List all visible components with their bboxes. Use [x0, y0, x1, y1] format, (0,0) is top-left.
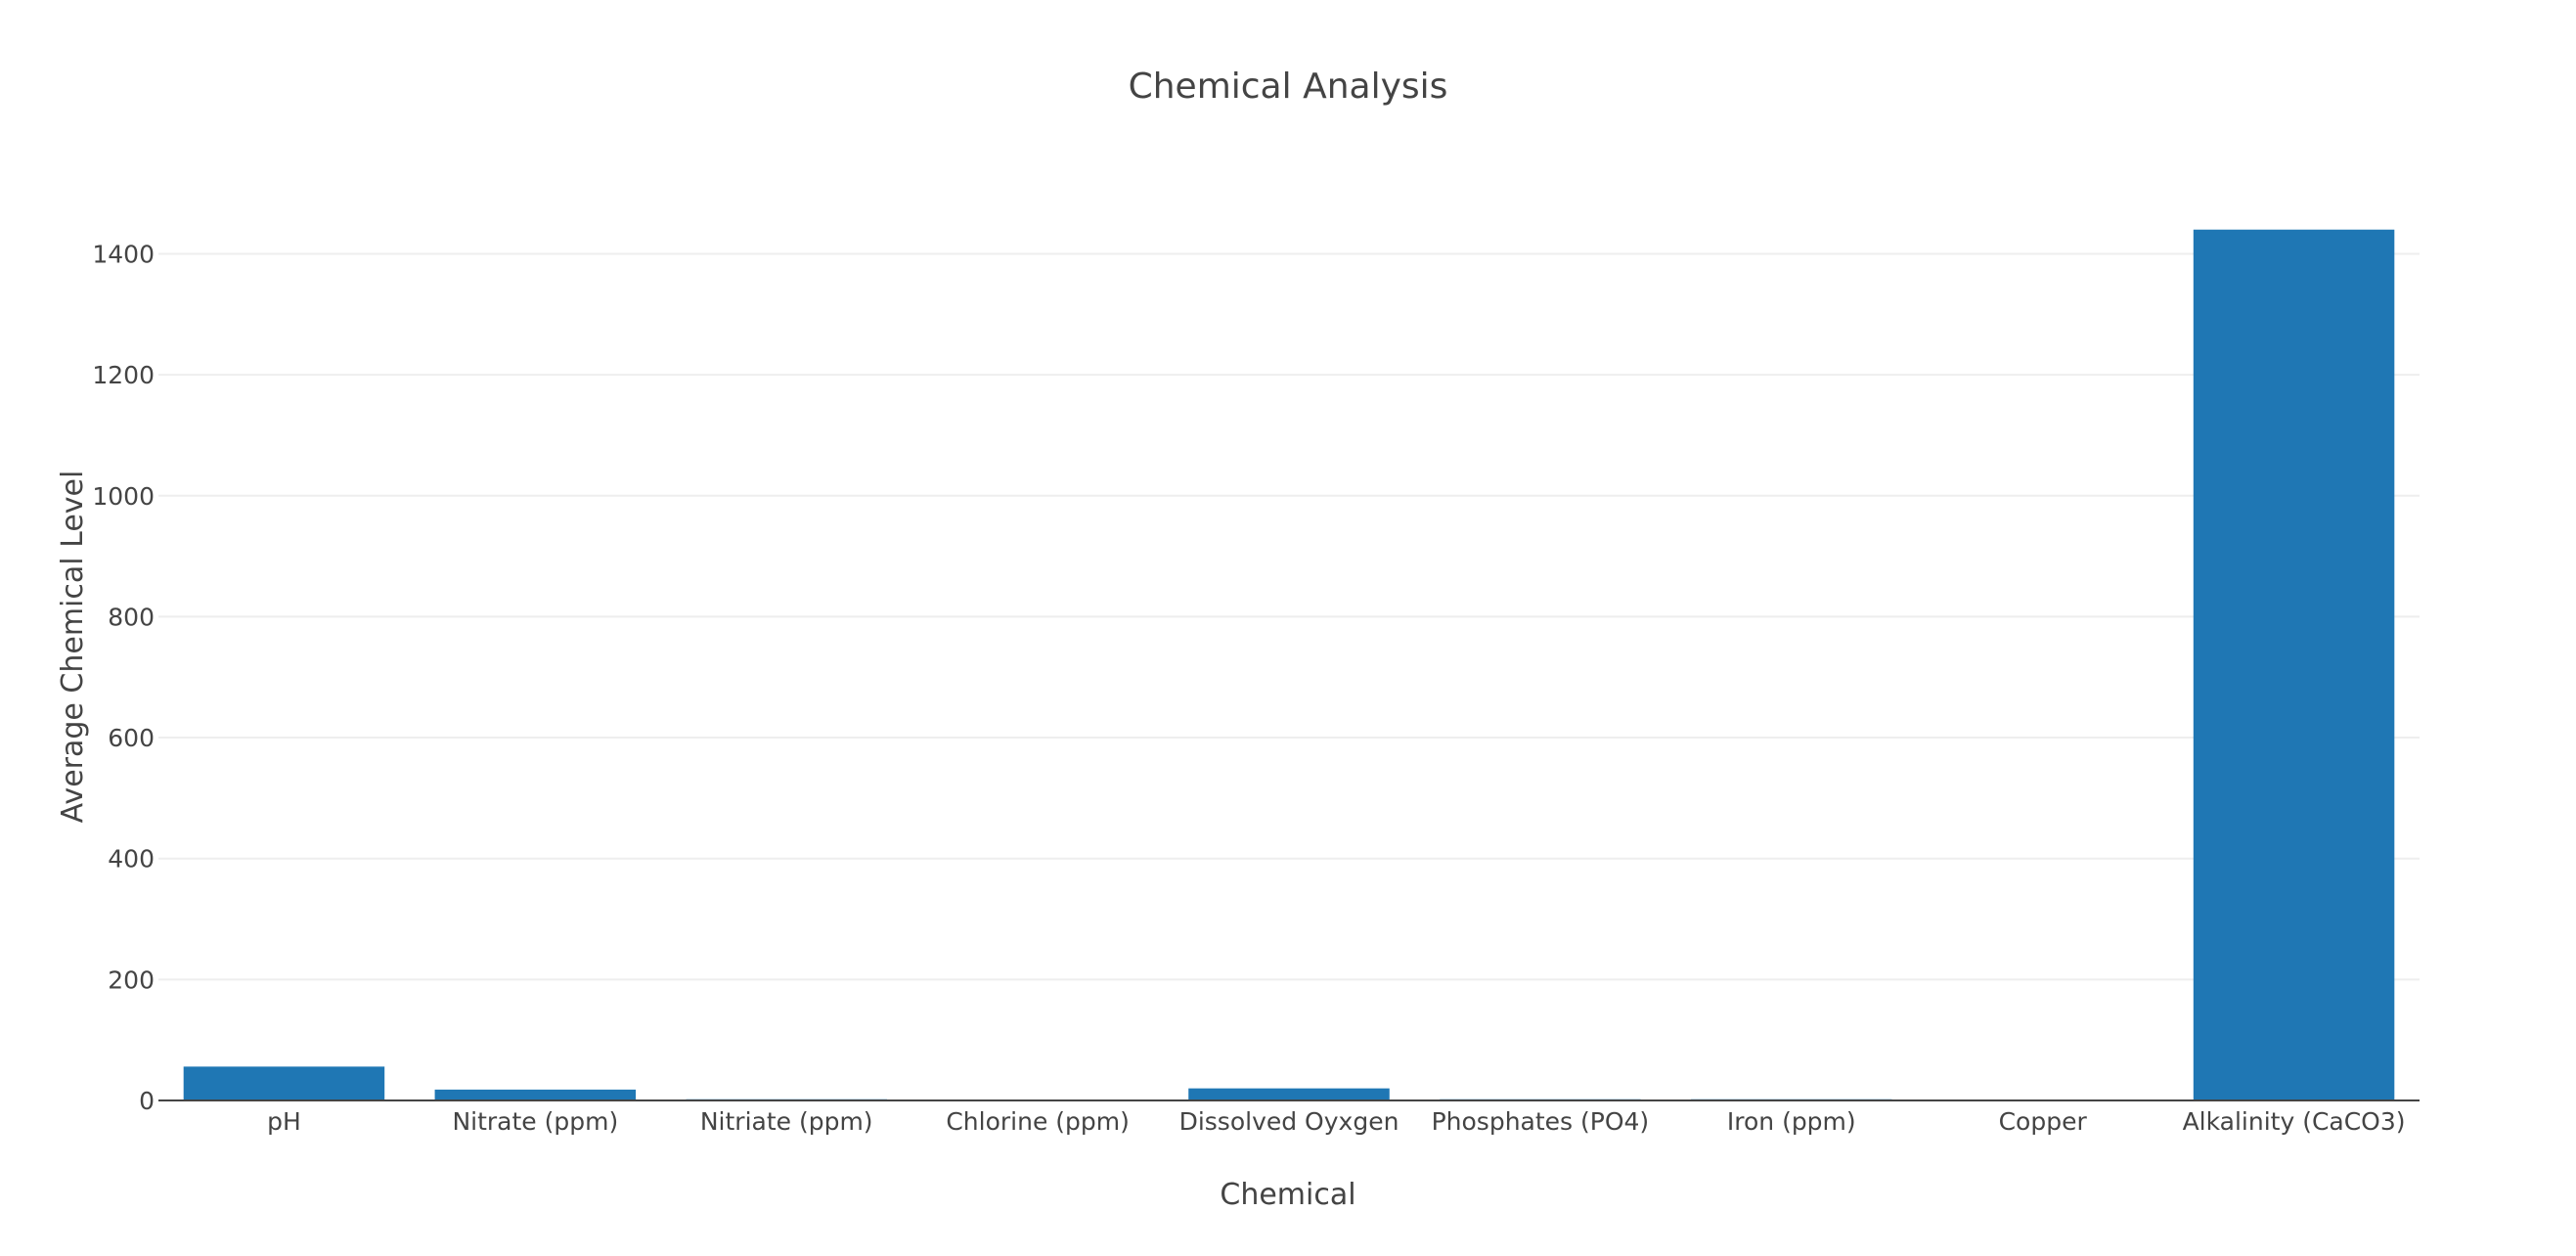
x-tick-label: Copper: [1999, 1107, 2088, 1136]
chart-title: Chemical Analysis: [1129, 67, 1448, 107]
x-tick-label: Iron (ppm): [1727, 1107, 1856, 1136]
x-tick-labels: pH Nitrate (ppm) Nitriate (ppm) Chlorine (p…: [267, 1107, 2405, 1136]
bar[interactable]: [2193, 229, 2395, 1100]
y-tick-label: 800: [108, 603, 155, 631]
y-tick-label: 1400: [92, 240, 155, 268]
x-tick-label: Chlorine (ppm): [946, 1107, 1130, 1136]
y-tick-label: 400: [108, 845, 155, 874]
x-tick-label: Nitriate (ppm): [700, 1107, 873, 1136]
bar[interactable]: [1188, 1088, 1390, 1100]
y-tick-label: 1200: [92, 361, 155, 389]
bar-layer: [183, 229, 2395, 1100]
y-tick-label: 600: [108, 724, 155, 752]
x-axis-title: Chemical: [1220, 1178, 1355, 1212]
bar[interactable]: [434, 1089, 637, 1100]
x-tick-label: Dissolved Oyxgen: [1179, 1107, 1399, 1136]
bar[interactable]: [183, 1066, 385, 1100]
y-tick-label: 0: [139, 1087, 155, 1115]
x-tick-label: Nitrate (ppm): [452, 1107, 618, 1136]
x-tick-label: Phosphates (PO4): [1432, 1107, 1650, 1136]
y-tick-label: 200: [108, 965, 155, 994]
y-tick-labels: 0 200 400 600 800 1000 1200 1400: [92, 240, 155, 1115]
y-axis-title: Average Chemical Level: [56, 471, 90, 824]
x-tick-label: pH: [267, 1107, 301, 1136]
y-tick-label: 1000: [92, 482, 155, 511]
grid-layer: [158, 252, 2420, 981]
x-tick-label: Alkalinity (CaCO3): [2183, 1107, 2406, 1136]
